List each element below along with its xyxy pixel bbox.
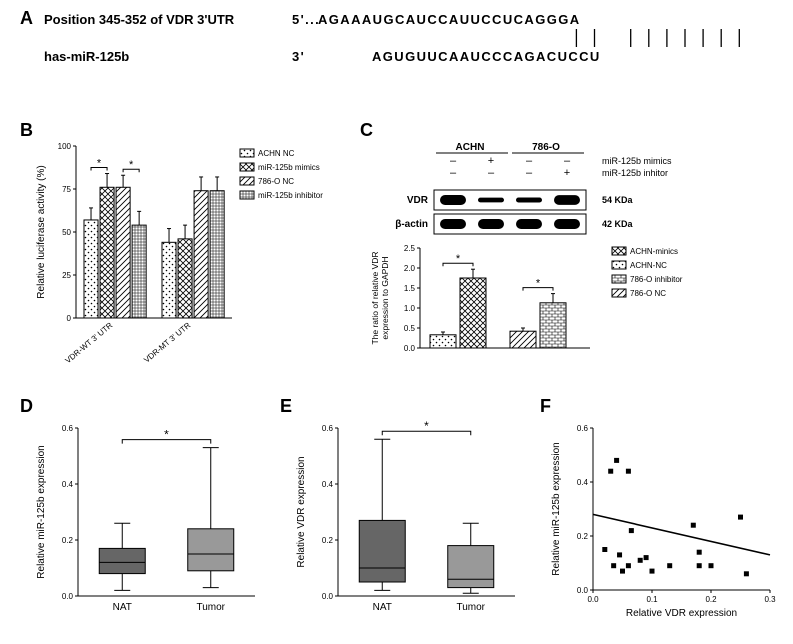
svg-text:42 KDa: 42 KDa: [602, 219, 634, 229]
panel-b-chart: 0 25 50 75 100 Relative luciferase activity (…: [30, 140, 340, 364]
svg-text:–: –: [526, 155, 533, 167]
svg-text:0.6: 0.6: [577, 424, 589, 433]
svg-text:β-actin: β-actin: [395, 219, 428, 230]
panel-f-scatter: 0.0 0.2 0.4 0.6 0.0 0.1 0.2 0.3 Relative miR-125…: [545, 414, 780, 624]
svg-text:+: +: [564, 167, 570, 179]
svg-text:0.2: 0.2: [62, 536, 74, 545]
svg-text:+: +: [488, 155, 494, 167]
svg-text:1.5: 1.5: [404, 284, 416, 293]
svg-text:miR-125b inhibitor: miR-125b inhibitor: [258, 191, 323, 200]
seq-row1-seq: AGAAAUGCAUCCAUUCCUCAGGGA: [318, 12, 581, 27]
svg-text:The ratio of relative VDR: The ratio of relative VDR: [370, 251, 380, 344]
svg-text:75: 75: [62, 185, 71, 194]
svg-text:0.6: 0.6: [322, 424, 334, 433]
svg-text:786-O NC: 786-O NC: [630, 289, 666, 298]
svg-text:0.2: 0.2: [577, 532, 589, 541]
svg-text:0.1: 0.1: [646, 595, 658, 604]
svg-text:–: –: [564, 155, 571, 167]
svg-text:–: –: [526, 167, 533, 179]
svg-text:Relative miR-125b expression: Relative miR-125b expression: [551, 442, 562, 575]
svg-text:ACHN NC: ACHN NC: [258, 149, 295, 158]
svg-text:1.0: 1.0: [404, 304, 416, 313]
svg-text:miR-125b mimics: miR-125b mimics: [602, 156, 672, 166]
svg-text:–: –: [450, 155, 457, 167]
svg-text:–: –: [488, 167, 495, 179]
svg-text:Relative miR-125b expression: Relative miR-125b expression: [36, 445, 47, 578]
svg-text:*: *: [456, 253, 461, 265]
panel-a-label: A: [20, 8, 33, 29]
svg-text:54 KDa: 54 KDa: [602, 195, 634, 205]
seq-row1-prime: 5'...: [292, 12, 318, 27]
svg-text:miR-125b inhitor: miR-125b inhitor: [602, 168, 668, 178]
svg-text:Relative luciferase activity (: Relative luciferase activity (%): [36, 165, 47, 298]
svg-text:NAT: NAT: [113, 602, 132, 613]
seq-row1-label: Position 345-352 of VDR 3'UTR: [44, 12, 292, 27]
svg-text:25: 25: [62, 271, 71, 280]
svg-text:0.3: 0.3: [764, 595, 776, 604]
svg-text:Relative VDR expression: Relative VDR expression: [626, 608, 737, 619]
svg-text:0.0: 0.0: [587, 595, 599, 604]
svg-text:ACHN-minics: ACHN-minics: [630, 247, 678, 256]
svg-text:miR-125b mimics: miR-125b mimics: [258, 163, 320, 172]
panel-b-label: B: [20, 120, 33, 141]
svg-text:–: –: [450, 167, 457, 179]
svg-text:*: *: [536, 278, 541, 290]
svg-text:*: *: [97, 158, 102, 170]
seq-row2-seq: AGUGUUCAAUCCCAGACUCCU: [318, 49, 601, 64]
alignment-bonds: [44, 27, 774, 49]
svg-text:100: 100: [58, 142, 72, 151]
panel-c-blot: ACHN786-O–+––miR-125b mimics–––+miR-125b…: [360, 140, 780, 364]
svg-text:0.0: 0.0: [404, 344, 416, 353]
svg-text:0.2: 0.2: [705, 595, 717, 604]
svg-text:Relative VDR expression: Relative VDR expression: [296, 456, 307, 567]
panel-c-label: C: [360, 120, 373, 141]
svg-text:0: 0: [67, 314, 72, 323]
svg-text:Tumor: Tumor: [456, 602, 485, 613]
svg-text:NAT: NAT: [373, 602, 392, 613]
svg-text:Tumor: Tumor: [196, 602, 225, 613]
svg-text:2.0: 2.0: [404, 264, 416, 273]
svg-text:VDR: VDR: [407, 195, 429, 206]
panel-d-boxplot: 0.0 0.2 0.4 0.6 Relative miR-125b expression…: [30, 414, 265, 624]
svg-text:0.2: 0.2: [322, 536, 334, 545]
svg-text:0.0: 0.0: [577, 586, 589, 595]
svg-text:*: *: [164, 428, 169, 442]
svg-text:0.0: 0.0: [62, 592, 74, 601]
svg-text:0.4: 0.4: [577, 478, 589, 487]
svg-text:ACHN-NC: ACHN-NC: [630, 261, 667, 270]
svg-text:0.5: 0.5: [404, 324, 416, 333]
svg-text:*: *: [424, 419, 429, 433]
svg-text:0.6: 0.6: [62, 424, 74, 433]
svg-text:ACHN: ACHN: [456, 142, 485, 153]
panel-a-alignment: Position 345-352 of VDR 3'UTR 5'... AGAA…: [44, 12, 774, 64]
panel-e-boxplot: 0.0 0.2 0.4 0.6 Relative VDR expression NAT Tu…: [290, 414, 525, 624]
svg-text:786-O inhibitor: 786-O inhibitor: [630, 275, 683, 284]
svg-text:786-O NC: 786-O NC: [258, 177, 294, 186]
svg-text:0.4: 0.4: [62, 480, 74, 489]
seq-row2-prime: 3': [292, 49, 318, 64]
seq-row2-label: has-miR-125b: [44, 49, 292, 64]
svg-text:786-O: 786-O: [532, 142, 560, 153]
svg-text:VDR-WT 3' UTR: VDR-WT 3' UTR: [64, 320, 115, 364]
svg-text:expression to GAPDH: expression to GAPDH: [380, 256, 390, 339]
svg-text:50: 50: [62, 228, 71, 237]
svg-text:0.0: 0.0: [322, 592, 334, 601]
svg-text:*: *: [129, 159, 134, 171]
svg-text:0.4: 0.4: [322, 480, 334, 489]
svg-text:VDR-MT 3' UTR: VDR-MT 3' UTR: [142, 320, 192, 364]
svg-text:2.5: 2.5: [404, 244, 416, 253]
